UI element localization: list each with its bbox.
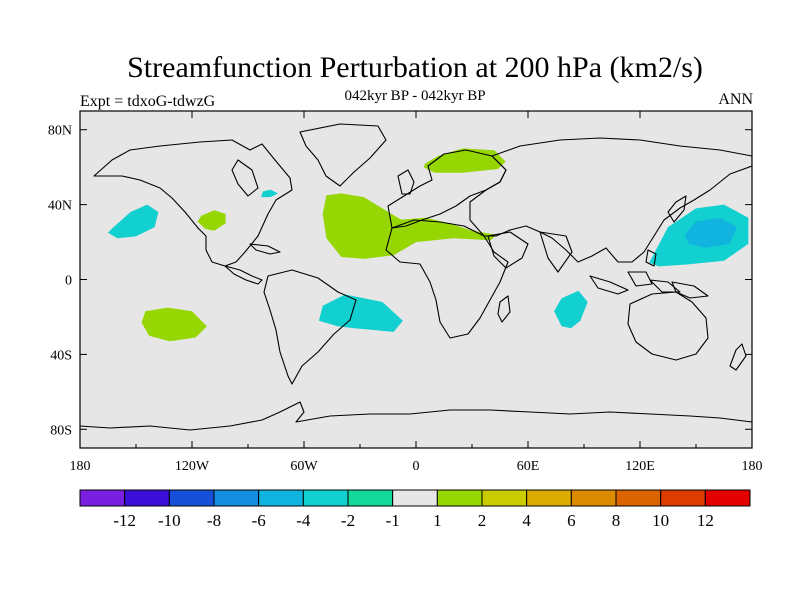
axis-ticks: 180 120W 60W 0 60E 120E 180 80N 40N 0 40S 80S — [48, 111, 763, 474]
experiment-label: Expt = tdxoG-tdwzG — [80, 93, 216, 110]
colorbar-bin — [258, 489, 304, 507]
colorbar-label: 12 — [697, 511, 714, 530]
lon-tick-label: 60E — [517, 459, 540, 474]
colorbar-bin — [436, 489, 483, 507]
plot-subtitle: 042kyr BP - 042kyr BP — [344, 88, 486, 104]
coast-central-america — [224, 265, 263, 285]
coast-british-isles — [397, 169, 415, 195]
coast-new-guinea — [671, 281, 709, 299]
lon-tick-label: 120W — [175, 459, 210, 474]
lon-tick-label: 60W — [290, 459, 318, 474]
contour-region-9 — [261, 189, 278, 198]
colorbar-label: 4 — [522, 511, 531, 530]
colorbar-label: -2 — [341, 511, 355, 530]
lat-tick-label: 80N — [48, 124, 72, 139]
coast-antarctica — [80, 401, 752, 431]
colorbar-label: 6 — [567, 511, 576, 530]
colorbar-bin — [526, 489, 572, 507]
lon-tick-label: 180 — [742, 459, 763, 474]
coast-south-america — [263, 269, 357, 385]
coast-indonesia — [589, 271, 681, 295]
colorbar-label: -8 — [207, 511, 221, 530]
colorbar-label: 1 — [433, 511, 442, 530]
lon-tick-label: 0 — [413, 459, 420, 474]
colorbar-label: 10 — [652, 511, 669, 530]
colorbar-bin — [347, 489, 394, 507]
contour-region-4 — [318, 294, 403, 332]
contour-region-6 — [108, 204, 159, 239]
coast-new-zealand — [729, 343, 747, 371]
colorbar-label: -6 — [252, 511, 266, 530]
colorbar-bin — [481, 489, 528, 507]
colorbar-bin — [124, 489, 170, 507]
coast-caribbean — [249, 243, 281, 255]
coastlines — [80, 123, 752, 431]
colorbar-bin — [79, 489, 126, 507]
colorbar-bin — [302, 489, 349, 507]
colorbar-label: -1 — [386, 511, 400, 530]
lat-tick-label: 40N — [48, 199, 72, 214]
colorbar-label: -10 — [158, 511, 181, 530]
contour-region-0 — [322, 193, 497, 259]
contour-region-2 — [197, 210, 226, 231]
colorbar-bin — [213, 489, 260, 507]
coast-japan — [667, 195, 687, 223]
colorbar-bin — [615, 489, 662, 507]
coast-asia — [469, 137, 752, 263]
contour-region-5 — [554, 290, 588, 329]
colorbar-bin — [392, 489, 438, 507]
plot-title: Streamfunction Perturbation at 200 hPa (… — [127, 51, 703, 84]
lon-tick-label: 180 — [70, 459, 91, 474]
season-label: ANN — [718, 91, 753, 108]
lat-tick-label: 40S — [50, 348, 72, 363]
coast-madagascar — [497, 295, 511, 323]
lon-tick-label: 120E — [625, 459, 655, 474]
colorbar-bin — [660, 489, 706, 507]
contour-region-8 — [684, 217, 738, 248]
coast-greenland — [299, 123, 387, 187]
coast-hudson-bay — [231, 159, 259, 197]
colorbar-bin — [704, 489, 751, 507]
coast-philippines — [645, 249, 657, 267]
lat-tick-label: 0 — [65, 274, 72, 289]
lat-tick-label: 80S — [50, 423, 72, 438]
coast-india — [539, 231, 573, 273]
colorbar-bin — [570, 489, 617, 507]
coast-australia — [627, 291, 709, 361]
coast-north-america — [93, 139, 293, 267]
contour-region-3 — [141, 307, 207, 342]
colorbar-bin — [168, 489, 215, 507]
map-background — [80, 111, 752, 448]
colorbar-label: -4 — [296, 511, 311, 530]
colorbar-label: 8 — [612, 511, 621, 530]
colorbar: -12 -10 -8 -6 -4 -2 -1 1 2 4 6 8 10 12 — [79, 489, 751, 530]
colorbar-label: -12 — [113, 511, 136, 530]
colorbar-label: 2 — [478, 511, 487, 530]
coast-africa — [385, 219, 509, 339]
coast-arabia — [487, 231, 529, 269]
contour-shading — [108, 148, 749, 342]
